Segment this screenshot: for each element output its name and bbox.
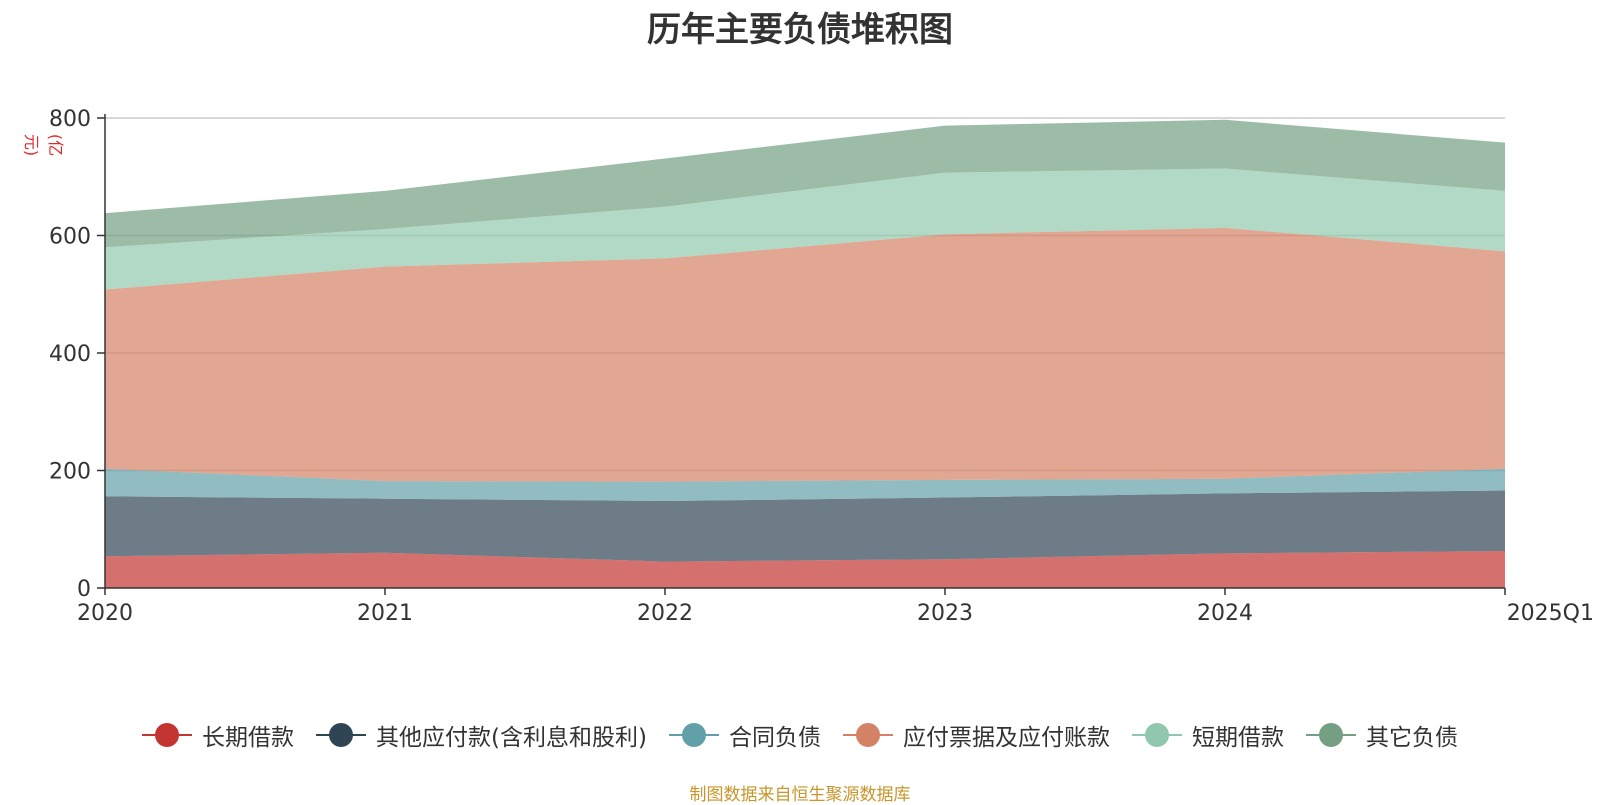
- legend-item[interactable]: 合同负债: [668, 718, 821, 752]
- area-series-短期借款: [105, 168, 1505, 290]
- x-tick-label: 2022: [637, 601, 693, 626]
- legend-label: 短期借款: [1191, 725, 1284, 751]
- legend-label: 长期借款: [202, 725, 295, 751]
- legend-item[interactable]: 应付票据及应付账款: [842, 718, 1110, 752]
- y-axis-unit-label: (亿元): [22, 133, 65, 157]
- legend: 长期借款 其他应付款(含利息和股利) 合同负债 应付票据及应付账款 短期借款 其它负债: [0, 718, 1600, 752]
- x-tick-label: 2020: [77, 601, 133, 626]
- legend-item[interactable]: 其它负债: [1305, 718, 1458, 752]
- legend-item[interactable]: 其他应付款(含利息和股利): [316, 718, 647, 752]
- x-tick-label: 2025Q1: [1507, 601, 1594, 626]
- source-note: 制图数据来自恒生聚源数据库: [689, 785, 911, 805]
- legend-marker: [1305, 723, 1356, 747]
- area-series-合同负债: [105, 468, 1505, 502]
- legend-label: 其他应付款(含利息和股利): [376, 725, 647, 751]
- legend-label: 合同负债: [728, 725, 821, 751]
- y-tick-label: 400: [49, 342, 91, 367]
- area-series-其它负债: [105, 119, 1505, 248]
- legend-item[interactable]: 短期借款: [1131, 718, 1284, 752]
- axis-layer: 0 200 400 600 800 2020 2021 2022 2023 2024 2025Q1: [49, 107, 1594, 626]
- legend-marker: [1131, 723, 1182, 747]
- y-tick-label: 800: [49, 107, 91, 132]
- legend-marker: [668, 723, 719, 747]
- legend-marker-dot: [155, 723, 180, 747]
- area-series-其他应付款(含利息和股利): [105, 490, 1505, 562]
- legend-label: 其它负债: [1365, 725, 1458, 751]
- legend-item[interactable]: 长期借款: [142, 718, 294, 752]
- legend-marker: [316, 723, 367, 747]
- legend-marker-dot: [855, 723, 880, 747]
- legend-label: 应付票据及应付账款: [902, 725, 1110, 751]
- legend-marker-dot: [1144, 723, 1169, 747]
- area-series-长期借款: [105, 550, 1505, 588]
- x-tick-label: 2024: [1197, 601, 1253, 626]
- y-tick-label: 0: [77, 577, 91, 602]
- x-tick-label: 2021: [357, 601, 413, 626]
- legend-marker: [142, 723, 193, 747]
- legend-marker-dot: [681, 723, 706, 747]
- legend-marker-dot: [329, 723, 354, 747]
- y-tick-label: 600: [49, 225, 91, 250]
- legend-marker-dot: [1318, 723, 1343, 747]
- area-layer: [105, 119, 1505, 588]
- area-series-应付票据及应付账款: [105, 227, 1505, 482]
- legend-marker: [842, 723, 893, 747]
- y-tick-label: 200: [49, 460, 91, 485]
- chart-title: 历年主要负债堆积图: [647, 10, 953, 50]
- x-tick-label: 2023: [917, 601, 973, 626]
